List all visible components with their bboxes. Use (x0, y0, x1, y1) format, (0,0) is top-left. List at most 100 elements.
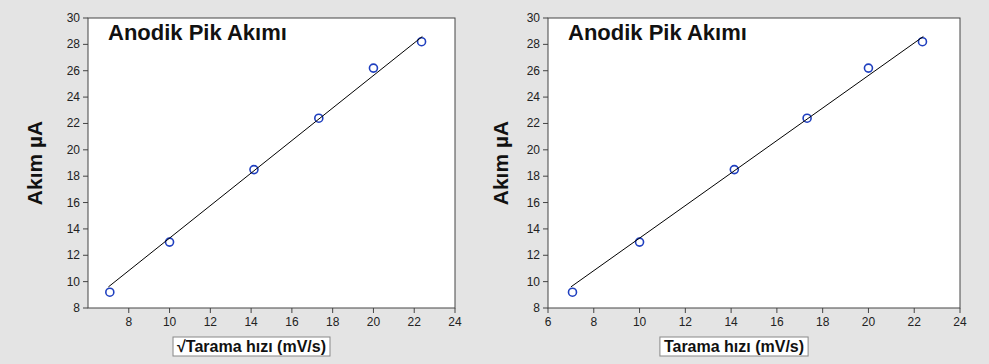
x-tick (251, 308, 252, 313)
x-tick-label: 22 (908, 315, 922, 329)
fit-line (571, 36, 923, 286)
y-tick-label: 16 (527, 196, 541, 210)
x-tick (128, 308, 129, 313)
x-axis-label: Tarama hızı (mV/s) (664, 338, 804, 355)
y-tick (83, 308, 88, 309)
x-tick-label: 12 (679, 315, 693, 329)
chart-panel: 8101214161820222426283081012141618202224… (23, 11, 462, 356)
y-tick (83, 97, 88, 98)
x-tick-label: 6 (545, 315, 552, 329)
y-tick (543, 44, 548, 45)
x-tick (731, 308, 732, 313)
y-tick-label: 26 (67, 64, 81, 78)
x-tick (868, 308, 869, 313)
chart-title: Anodik Pik Akımı (108, 20, 287, 45)
x-tick (455, 308, 456, 313)
x-tick (685, 308, 686, 313)
x-tick-label: 16 (285, 315, 299, 329)
y-tick-label: 20 (67, 143, 81, 157)
chart-title: Anodik Pik Akımı (568, 20, 747, 45)
x-tick-label: 20 (367, 315, 381, 329)
y-axis-label: Akım µA (23, 121, 46, 205)
y-tick-label: 24 (67, 90, 81, 104)
data-point (166, 238, 174, 246)
plot-area (548, 18, 960, 308)
y-tick (83, 44, 88, 45)
x-tick (548, 308, 549, 313)
x-tick (960, 308, 961, 313)
y-tick (543, 308, 548, 309)
x-axis-label: √Tarama hızı (mV/s) (177, 338, 326, 355)
y-tick (83, 228, 88, 229)
x-tick-label: 14 (244, 315, 258, 329)
x-tick-label: 22 (408, 315, 422, 329)
x-tick (332, 308, 333, 313)
y-tick-label: 8 (73, 301, 80, 315)
y-tick-label: 12 (527, 248, 541, 262)
y-tick-label: 28 (67, 37, 81, 51)
plot-area (88, 18, 455, 308)
x-tick-label: 18 (326, 315, 340, 329)
fit-line (108, 36, 422, 286)
y-tick (543, 149, 548, 150)
x-tick (373, 308, 374, 313)
data-point (106, 288, 114, 296)
x-tick-label: 12 (204, 315, 218, 329)
y-tick-label: 10 (527, 275, 541, 289)
y-tick-label: 26 (527, 64, 541, 78)
y-tick (543, 281, 548, 282)
y-tick-label: 18 (527, 169, 541, 183)
x-label-box (660, 337, 808, 356)
data-point (636, 238, 644, 246)
y-tick (543, 70, 548, 71)
title-box (104, 19, 291, 46)
y-tick-label: 10 (67, 275, 81, 289)
y-tick-label: 20 (527, 143, 541, 157)
data-point (568, 288, 576, 296)
y-tick (543, 18, 548, 19)
data-group (568, 36, 926, 296)
y-tick (543, 176, 548, 177)
x-tick (291, 308, 292, 313)
y-tick (83, 70, 88, 71)
y-tick (83, 202, 88, 203)
y-tick-label: 14 (527, 222, 541, 236)
canvas: 8 10 12 14 16 18 20 22 24 26 28 30 8 10 12 14 16 18 20 22 24… (0, 0, 989, 364)
x-tick-label: 8 (590, 315, 597, 329)
y-tick-label: 14 (67, 222, 81, 236)
data-point (369, 64, 377, 72)
x-tick (169, 308, 170, 313)
y-tick (83, 149, 88, 150)
x-tick (822, 308, 823, 313)
y-tick-label: 30 (527, 11, 541, 25)
x-tick-label: 20 (862, 315, 876, 329)
x-label-box (173, 337, 330, 356)
y-tick (543, 228, 548, 229)
y-tick (83, 18, 88, 19)
y-tick-label: 24 (527, 90, 541, 104)
y-tick-label: 22 (67, 116, 81, 130)
x-tick (593, 308, 594, 313)
y-axis-label: Akım µA (489, 121, 512, 205)
y-tick (83, 123, 88, 124)
y-tick (543, 202, 548, 203)
x-tick-label: 10 (163, 315, 177, 329)
x-tick-label: 24 (448, 315, 462, 329)
x-tick-label: 16 (770, 315, 784, 329)
y-tick-label: 30 (67, 11, 81, 25)
x-tick (414, 308, 415, 313)
y-tick-label: 8 (533, 301, 540, 315)
y-tick-label: 22 (527, 116, 541, 130)
x-tick-label: 24 (953, 315, 967, 329)
x-tick-label: 8 (125, 315, 132, 329)
y-tick (543, 123, 548, 124)
y-tick-label: 28 (527, 37, 541, 51)
y-tick-label: 12 (67, 248, 81, 262)
x-tick-label: 10 (633, 315, 647, 329)
data-group (106, 36, 426, 296)
x-tick-label: 14 (724, 315, 738, 329)
x-tick-label: 18 (816, 315, 830, 329)
y-tick (543, 255, 548, 256)
y-tick (83, 281, 88, 282)
y-tick-label: 16 (67, 196, 81, 210)
